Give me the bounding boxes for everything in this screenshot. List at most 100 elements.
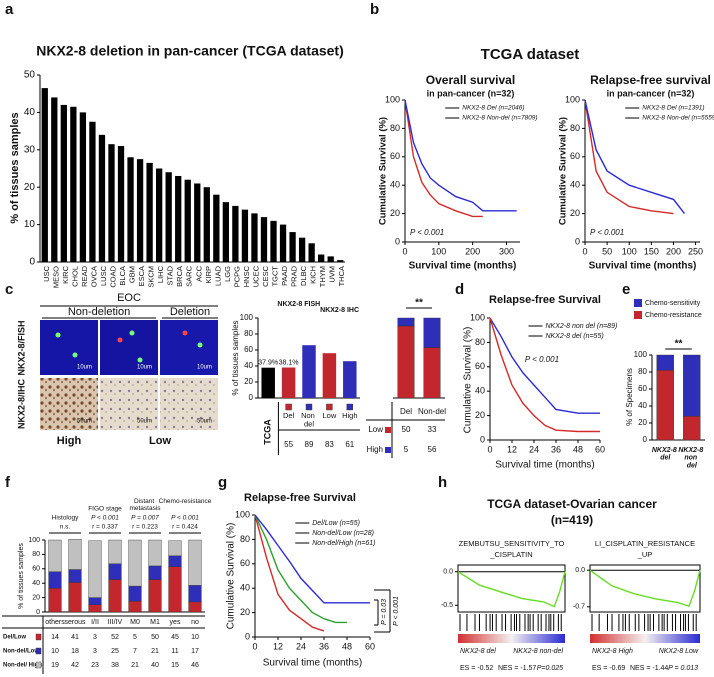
x-tick-label: NKX2-8 del — [652, 447, 679, 462]
y-tick-label: 60 — [240, 558, 250, 568]
bar-segment — [656, 370, 674, 441]
bar-segment — [168, 540, 182, 557]
swatch — [285, 403, 292, 411]
swatch — [35, 647, 42, 655]
x-axis-label: NKX2-8 del — [460, 648, 496, 655]
enrichment-curve — [589, 569, 701, 608]
panel-label: g — [218, 474, 227, 491]
y-tick-label: 100 — [565, 94, 580, 104]
x-tick-label: CHOL — [70, 266, 79, 287]
text-line: Non — [301, 411, 317, 420]
x-tick-label: Del — [283, 411, 295, 420]
fish-signal — [137, 357, 143, 363]
count: 10 — [51, 648, 59, 655]
x-tick-label: 24 — [296, 641, 306, 651]
annotation: P < 0.001 — [393, 596, 400, 626]
bar-segment — [188, 601, 202, 613]
scale-label: 10um — [137, 365, 152, 371]
legend-swatch — [634, 299, 642, 307]
count: 15 — [171, 662, 179, 669]
x-tick-label: UCEC — [251, 265, 260, 287]
bar-segment — [68, 582, 82, 613]
bar — [184, 179, 191, 262]
panel-header: TCGA dataset — [481, 46, 580, 63]
y-tick-label: 20 — [240, 607, 250, 617]
y-axis-label: % of tissues samples — [18, 543, 25, 609]
legend-label: NKX2-8 Del (n=2046) — [462, 105, 524, 112]
y-tick-label: 60 — [390, 151, 400, 161]
count: 50 — [151, 634, 159, 641]
legend-label: Chemo-sensitivity — [645, 300, 701, 307]
count: 45 — [171, 634, 179, 641]
scale-label: 50um — [137, 419, 152, 425]
x-tick-label: GBM — [128, 266, 137, 283]
count: 89 — [305, 440, 314, 449]
x-tick-label: PAAD — [280, 265, 289, 285]
count: 42 — [71, 662, 79, 669]
chart-title: Overall survival — [426, 73, 515, 87]
group-label: Distant metastasis — [129, 498, 161, 512]
group-stat: r = 0.337 — [92, 524, 118, 531]
y-tick-label: 20 — [638, 418, 647, 427]
value-label: 37.9% — [258, 360, 278, 367]
bar — [108, 144, 115, 262]
fish-signal — [117, 337, 123, 343]
x-tick-label: 200 — [465, 246, 480, 256]
count: 21 — [151, 648, 159, 655]
bar — [251, 213, 258, 262]
legend-label: NKX2-8 Non-del (n=7809) — [462, 115, 537, 122]
y-tick-label: 0 — [245, 631, 250, 641]
bar — [279, 224, 287, 262]
bar — [117, 146, 125, 262]
fish-image — [100, 320, 158, 375]
x-tick-label: READ — [80, 265, 89, 286]
stat-label: NES = -1.44 — [630, 665, 668, 672]
ihc-image — [100, 378, 158, 430]
x-tick-label: THCA — [337, 266, 346, 286]
annotation: ** — [415, 298, 423, 309]
count: 41 — [71, 634, 79, 641]
y-axis-label: Cumulative Survival (%) — [558, 117, 569, 225]
bar — [281, 367, 296, 398]
x-tick-label: 100 — [431, 246, 446, 256]
x-tick-label: TGCT — [271, 266, 280, 287]
bar — [241, 209, 249, 262]
bar — [337, 260, 344, 262]
x-tick-label: 36 — [551, 444, 561, 454]
x-tick-label: High — [342, 411, 357, 420]
chart-title: _CISPLATIN — [489, 550, 532, 559]
x-axis-label: NKX2-8 High — [592, 648, 633, 655]
chart-title: _UP — [637, 550, 653, 559]
y-tick-label: 100 — [28, 537, 40, 544]
y-tick-label: 60 — [475, 361, 485, 371]
x-tick-label: M1 — [150, 619, 160, 626]
y-tick-label: 80 — [570, 123, 580, 133]
stat-label: P=0.025 — [537, 665, 563, 672]
panel-label: b — [370, 1, 379, 18]
count: 11 — [171, 648, 178, 655]
bar — [270, 220, 277, 262]
survival-curve — [584, 99, 674, 215]
bar — [222, 202, 230, 262]
annotation: P < 0.001 — [590, 228, 624, 237]
bar — [260, 217, 268, 262]
count: 19 — [51, 662, 59, 669]
bar — [327, 256, 334, 262]
x-tick-label: 36 — [319, 641, 329, 651]
x-tick-label: serous — [64, 619, 86, 626]
x-tick-label: ESCA — [137, 266, 146, 286]
annotation: P < 0.001 — [410, 228, 444, 237]
y-tick-label: 20 — [244, 377, 253, 386]
x-tick-label: LIHC — [156, 265, 165, 283]
y-tick-label: 80 — [390, 123, 400, 133]
y-tick-label: 0.0 — [443, 569, 453, 576]
value-label: 38.1% — [279, 359, 299, 366]
chart-subtitle: in pan-cancer (n=32) — [427, 88, 515, 98]
count: 5 — [133, 634, 137, 641]
bar-segment — [168, 555, 182, 567]
row-label: Del/Low — [3, 635, 26, 641]
y-tick-label: 0 — [36, 609, 40, 616]
survival-curve — [254, 514, 370, 604]
y-tick-label: 20 — [475, 410, 485, 420]
fish-signal — [72, 352, 78, 358]
